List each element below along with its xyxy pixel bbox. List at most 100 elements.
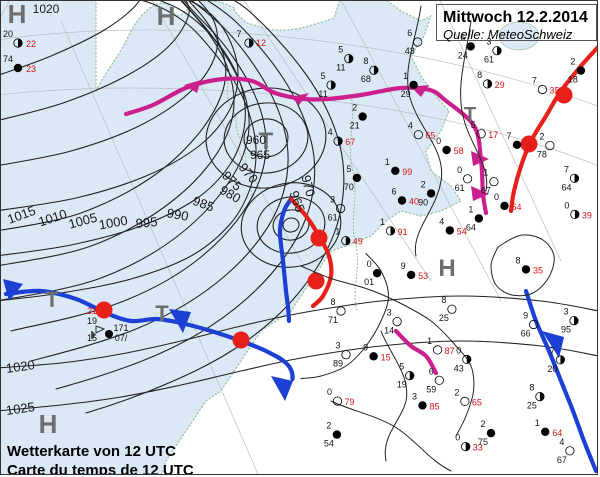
- svg-text:1: 1: [468, 204, 473, 214]
- svg-text:2: 2: [454, 387, 459, 397]
- svg-text:85: 85: [429, 401, 439, 411]
- svg-text:58: 58: [454, 146, 464, 156]
- svg-text:0: 0: [526, 141, 531, 151]
- svg-text:2: 2: [539, 132, 544, 142]
- svg-text:H: H: [8, 1, 27, 29]
- svg-text:1: 1: [380, 217, 385, 227]
- svg-text:35: 35: [533, 265, 543, 275]
- svg-text:64: 64: [561, 182, 571, 192]
- svg-text:9: 9: [523, 311, 528, 321]
- svg-text:7: 7: [550, 346, 555, 356]
- svg-text:25: 25: [527, 401, 537, 411]
- svg-text:21: 21: [350, 121, 360, 131]
- svg-text:19: 19: [87, 316, 97, 326]
- svg-text:6: 6: [429, 366, 434, 376]
- svg-text:39: 39: [582, 210, 592, 220]
- svg-text:5: 5: [346, 164, 351, 174]
- svg-text:3: 3: [563, 307, 568, 317]
- svg-text:5: 5: [471, 120, 476, 130]
- svg-text:78: 78: [537, 150, 547, 160]
- svg-text:7: 7: [236, 29, 241, 39]
- svg-text:7: 7: [564, 164, 569, 174]
- svg-text:1: 1: [335, 227, 340, 237]
- svg-text:59: 59: [426, 384, 436, 394]
- svg-text:21: 21: [87, 306, 97, 316]
- svg-text:1: 1: [535, 418, 540, 428]
- svg-text:965: 965: [250, 148, 270, 162]
- svg-text:4: 4: [408, 121, 413, 131]
- svg-text:71: 71: [328, 315, 338, 325]
- svg-text:6: 6: [391, 187, 396, 197]
- svg-text:67: 67: [557, 455, 567, 465]
- svg-text:3: 3: [387, 308, 392, 318]
- svg-text:89: 89: [333, 359, 343, 369]
- svg-text:2: 2: [480, 419, 485, 429]
- svg-text:68: 68: [361, 74, 371, 84]
- svg-text:1: 1: [385, 157, 390, 167]
- svg-text:3: 3: [335, 341, 340, 351]
- svg-text:2: 2: [421, 179, 426, 189]
- svg-text:66: 66: [521, 329, 531, 339]
- svg-text:8: 8: [477, 70, 482, 80]
- svg-text:2: 2: [570, 57, 575, 67]
- svg-text:11: 11: [336, 63, 345, 73]
- svg-text:2: 2: [352, 103, 357, 113]
- svg-text:29: 29: [401, 89, 411, 99]
- svg-text:3: 3: [412, 391, 417, 401]
- svg-text:99: 99: [402, 167, 412, 177]
- svg-text:T: T: [45, 287, 59, 312]
- svg-text:2: 2: [326, 421, 331, 431]
- svg-text:65: 65: [425, 131, 435, 141]
- svg-text:0: 0: [457, 165, 462, 175]
- svg-text:1: 1: [403, 71, 408, 81]
- svg-text:0: 0: [327, 387, 332, 397]
- svg-text:8: 8: [515, 255, 520, 265]
- svg-text:91: 91: [397, 227, 407, 237]
- svg-text:8: 8: [330, 297, 335, 307]
- svg-text:20: 20: [547, 364, 557, 374]
- svg-text:33: 33: [473, 443, 483, 453]
- svg-text:171: 171: [113, 323, 128, 333]
- svg-text:4: 4: [559, 437, 564, 447]
- svg-text:8: 8: [529, 383, 534, 393]
- svg-text:5: 5: [321, 71, 326, 81]
- svg-text:12: 12: [256, 38, 266, 48]
- svg-text:1: 1: [427, 336, 432, 346]
- svg-text:6: 6: [407, 28, 412, 38]
- svg-text:9: 9: [401, 261, 406, 271]
- svg-text:49: 49: [353, 237, 363, 247]
- svg-text:90: 90: [418, 197, 428, 207]
- svg-text:61: 61: [455, 183, 465, 193]
- svg-text:43: 43: [454, 363, 464, 373]
- svg-text:70: 70: [344, 182, 354, 192]
- svg-text:54: 54: [324, 439, 334, 449]
- svg-text:07/: 07/: [115, 333, 128, 343]
- svg-text:23: 23: [26, 64, 36, 74]
- svg-text:4: 4: [439, 216, 444, 226]
- svg-text:95: 95: [561, 325, 571, 335]
- svg-text:24: 24: [458, 50, 468, 60]
- svg-text:19: 19: [397, 380, 407, 390]
- svg-text:7: 7: [506, 131, 511, 141]
- svg-text:T: T: [155, 301, 169, 326]
- svg-text:61: 61: [328, 213, 338, 223]
- svg-text:0: 0: [367, 259, 372, 269]
- svg-text:64: 64: [466, 222, 476, 232]
- svg-text:8: 8: [363, 56, 368, 66]
- svg-text:87: 87: [445, 346, 455, 356]
- svg-text:15: 15: [381, 352, 391, 362]
- svg-text:61: 61: [484, 55, 494, 65]
- svg-text:11: 11: [318, 89, 327, 99]
- svg-text:54: 54: [457, 226, 467, 236]
- svg-text:20: 20: [3, 29, 13, 39]
- svg-text:H: H: [39, 409, 58, 439]
- svg-text:8: 8: [441, 295, 446, 305]
- svg-text:79: 79: [344, 397, 354, 407]
- svg-text:1: 1: [483, 168, 488, 178]
- svg-text:67: 67: [345, 137, 355, 147]
- svg-text:17: 17: [488, 130, 498, 140]
- svg-text:0: 0: [456, 345, 461, 355]
- svg-text:25: 25: [439, 313, 449, 323]
- svg-text:15: 15: [87, 333, 97, 343]
- svg-text:0: 0: [494, 192, 499, 202]
